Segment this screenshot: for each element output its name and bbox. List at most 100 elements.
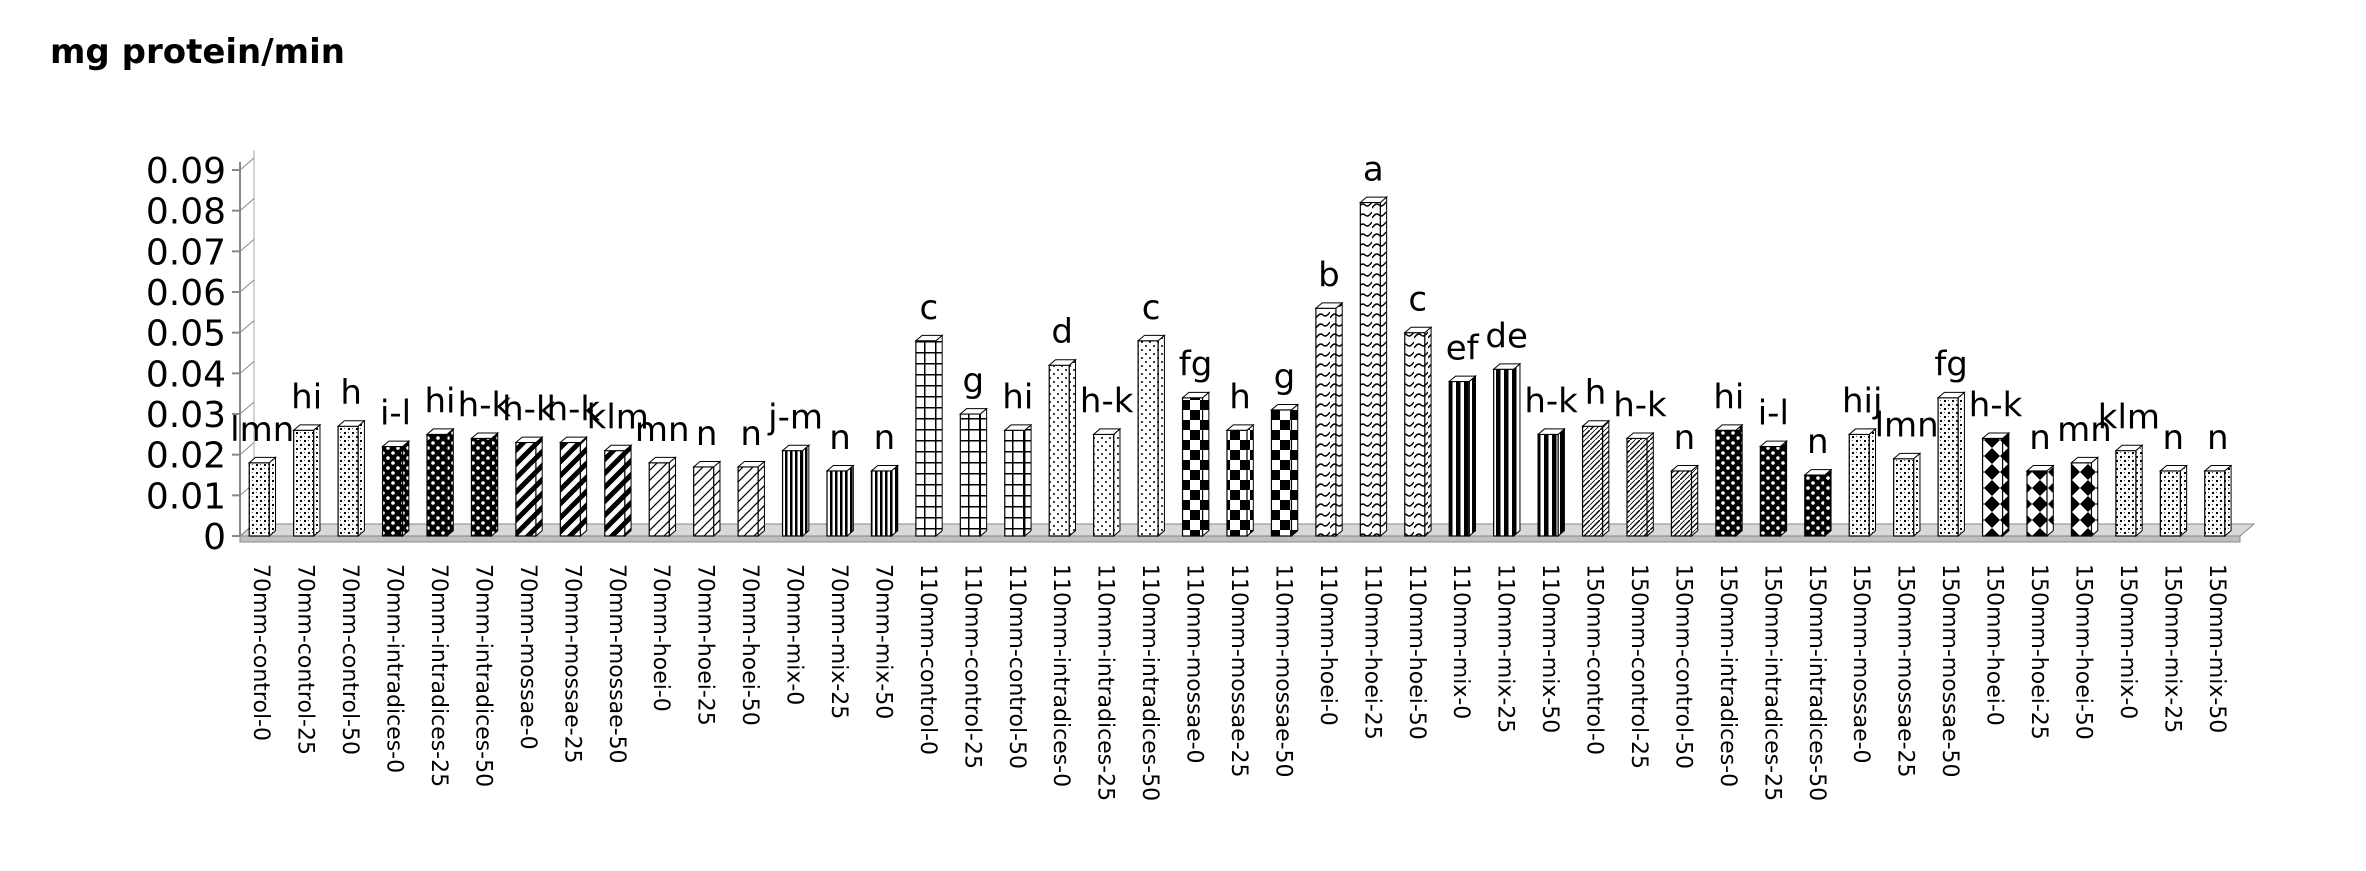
bar (1003, 423, 1033, 538)
x-tick-label: 150mm-hoei-50 (2070, 564, 2095, 740)
bar-side (1779, 440, 1788, 538)
significance-label: hi (425, 381, 456, 421)
significance-label: hi (1713, 377, 1744, 417)
y-tick-depth (239, 279, 255, 293)
x-tick-label: 70mm-intradices-50 (470, 564, 495, 787)
bar (1492, 362, 1522, 538)
bar-side (1735, 423, 1743, 538)
bar (1358, 196, 1388, 538)
x-tick-label: 110mm-hoei-25 (1359, 564, 1384, 740)
significance-label: i-l (380, 394, 411, 434)
x-tick-label: 70mm-intradices-0 (382, 564, 407, 773)
x-tick-label: 110mm-mossae-0 (1182, 564, 1207, 764)
x-tick-label: 70mm-mossae-0 (515, 564, 540, 750)
significance-label: a (1363, 150, 1384, 190)
bar-front (648, 462, 670, 537)
bar-side (979, 407, 988, 538)
x-tick-label: 70mm-intradices-25 (426, 564, 451, 787)
y-tick-label: 0.02 (146, 436, 226, 477)
bar-side (535, 435, 543, 538)
significance-label: i-l (1758, 394, 1789, 434)
bar (1314, 301, 1344, 538)
bar-side (2046, 464, 2054, 538)
x-tick-label: 70mm-mix-25 (826, 564, 851, 719)
bar-front (1626, 437, 1648, 537)
x-tick-label: 110mm-mossae-50 (1270, 564, 1295, 778)
bar-side (1824, 468, 1832, 538)
significance-label: n (2207, 418, 2229, 458)
x-tick-label: 150mm-mossae-50 (1937, 564, 1962, 778)
significance-label: n (696, 414, 718, 454)
significance-label: h (1585, 373, 1607, 413)
significance-label: n (740, 414, 762, 454)
bar-front (959, 413, 981, 537)
bar (1714, 423, 1744, 538)
bar (292, 423, 322, 538)
bar-top (1225, 424, 1255, 431)
bar-front (1759, 445, 1781, 537)
bar-front (1404, 332, 1426, 537)
significance-label: hi (1002, 377, 1033, 417)
bar-front (1670, 470, 1693, 537)
bar-top (1536, 428, 1566, 435)
bar-front (826, 470, 848, 537)
bar-front (559, 441, 581, 537)
bar-top (336, 420, 366, 427)
bar-front (1181, 397, 1204, 537)
bar-top (1181, 391, 1211, 399)
x-tick-label: 70mm-hoei-50 (737, 564, 762, 726)
bar-side (757, 460, 765, 538)
significance-label: mn (635, 410, 690, 450)
x-tick-label: 110mm-mix-25 (1493, 564, 1518, 733)
bar-side (402, 440, 410, 538)
x-tick-label: 110mm-hoei-50 (1404, 564, 1429, 740)
bar-front (470, 437, 493, 537)
significance-label: h-k (1524, 381, 1578, 421)
bar-side (446, 427, 454, 538)
bar (958, 407, 988, 538)
significance-label: ef (1446, 328, 1480, 368)
bar (1536, 427, 1566, 538)
x-tick-label: 150mm-intradices-0 (1715, 564, 1740, 787)
significance-label: g (1274, 357, 1296, 397)
bar-front (1226, 429, 1248, 537)
bar (2158, 464, 2188, 538)
significance-label: hij (1842, 381, 1882, 421)
bar-top (1492, 363, 1522, 370)
bar-top (781, 444, 811, 452)
bar (2025, 464, 2055, 538)
bar (514, 435, 544, 538)
x-tick-label: 110mm-intradices-25 (1093, 564, 1118, 801)
significance-label: h (1229, 377, 1251, 417)
bar (870, 464, 900, 538)
bar (647, 456, 677, 538)
bar-top (1847, 428, 1877, 435)
bar-front (781, 450, 804, 537)
bar-top (2025, 465, 2055, 472)
x-tick-label: 110mm-control-0 (915, 564, 940, 755)
x-tick-label: 150mm-mossae-25 (1893, 564, 1918, 778)
y-tick-label: 0.09 (146, 151, 226, 192)
bar (692, 460, 722, 538)
bar-front (915, 340, 937, 537)
significance-label: hi (291, 377, 322, 417)
bar-side (1602, 419, 1610, 538)
bar-front (337, 425, 359, 537)
y-tick-label: 0.07 (146, 232, 226, 273)
bar-front (2026, 470, 2048, 537)
bar-top (1714, 424, 1744, 431)
bar (2070, 456, 2100, 538)
bar-side (1690, 464, 1699, 538)
x-tick-label: 70mm-control-50 (337, 564, 362, 755)
bar-top (2114, 444, 2144, 452)
significance-label: c (1142, 288, 1161, 328)
bar-front (248, 462, 270, 537)
chart-title: mg protein/min (50, 32, 345, 72)
bar (470, 431, 500, 538)
bar (1670, 464, 1700, 538)
bar-side (2002, 431, 2010, 538)
significance-label: b (1318, 255, 1340, 295)
bar-side (2090, 456, 2099, 538)
significance-label: de (1485, 316, 1528, 356)
